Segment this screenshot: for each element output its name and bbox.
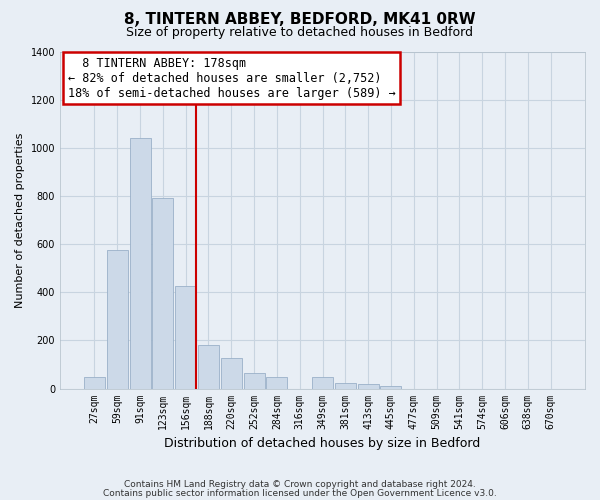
Bar [244,373,265,388]
Bar [175,286,196,388]
Bar [130,138,151,388]
Text: Size of property relative to detached houses in Bedford: Size of property relative to detached ho… [127,26,473,39]
Bar [198,344,219,389]
Bar [312,377,333,388]
Text: 8 TINTERN ABBEY: 178sqm  
← 82% of detached houses are smaller (2,752)
18% of se: 8 TINTERN ABBEY: 178sqm ← 82% of detache… [68,56,395,100]
Text: Contains HM Land Registry data © Crown copyright and database right 2024.: Contains HM Land Registry data © Crown c… [124,480,476,489]
Text: 8, TINTERN ABBEY, BEDFORD, MK41 0RW: 8, TINTERN ABBEY, BEDFORD, MK41 0RW [124,12,476,28]
Bar [221,358,242,388]
Bar [266,377,287,388]
Bar [358,384,379,388]
Bar [152,198,173,388]
Text: Contains public sector information licensed under the Open Government Licence v3: Contains public sector information licen… [103,489,497,498]
Bar [84,377,105,388]
Bar [335,382,356,388]
Bar [380,386,401,388]
Y-axis label: Number of detached properties: Number of detached properties [15,132,25,308]
Bar [107,250,128,388]
X-axis label: Distribution of detached houses by size in Bedford: Distribution of detached houses by size … [164,437,481,450]
